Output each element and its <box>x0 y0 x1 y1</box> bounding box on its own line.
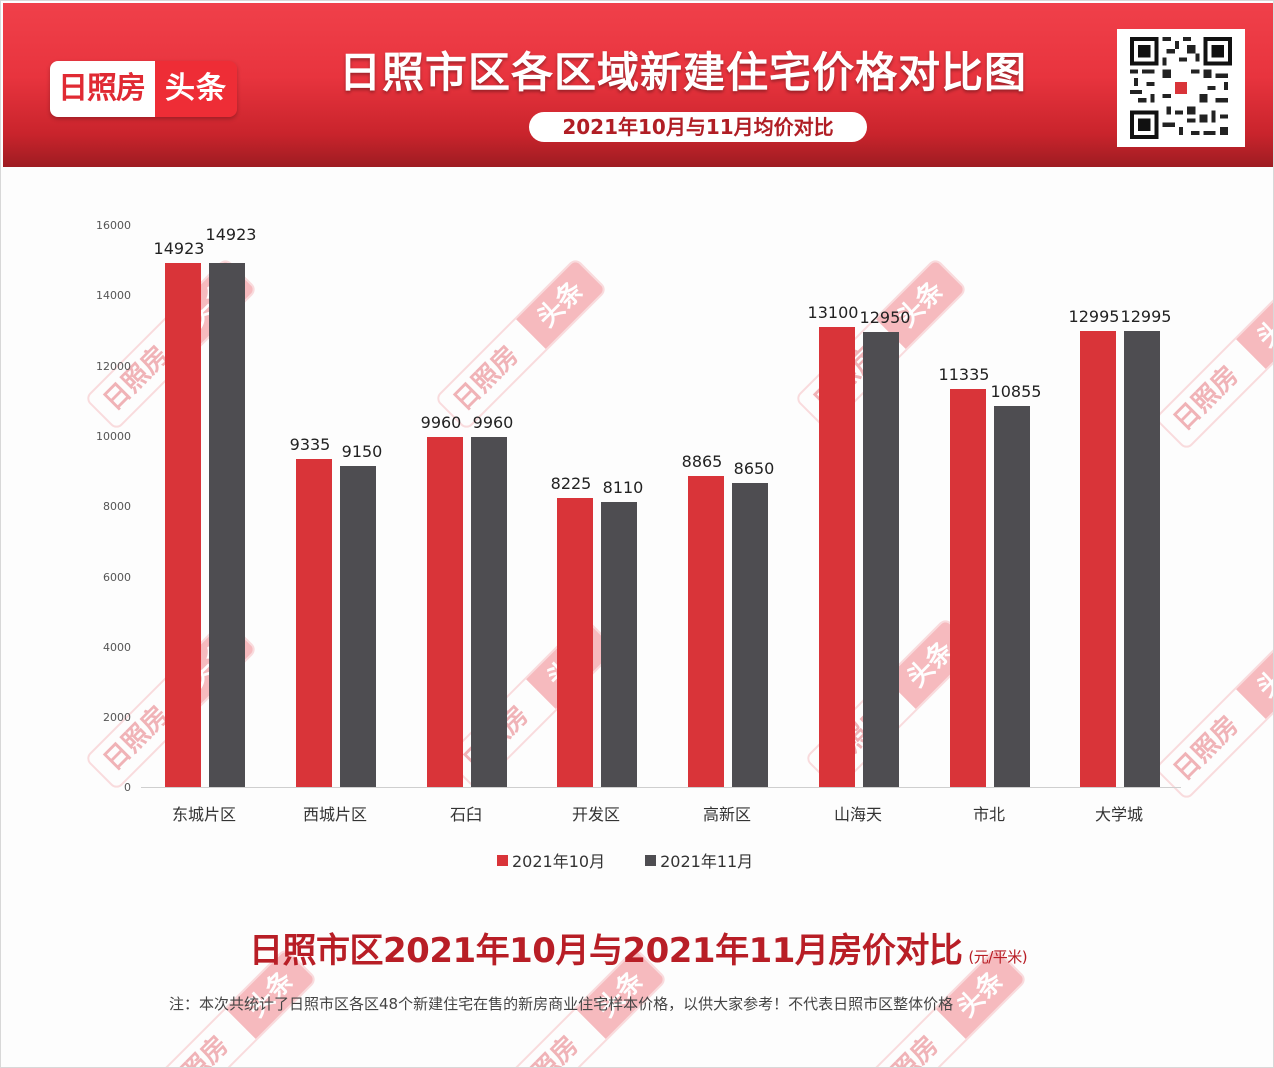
data-label: 10855 <box>990 381 1042 401</box>
watermark-text: 日照房 <box>857 1009 966 1067</box>
data-label: 12995 <box>1120 306 1172 326</box>
bar-nov <box>209 262 245 787</box>
y-tick: 0 <box>124 781 131 794</box>
y-tick: 12000 <box>96 360 131 373</box>
watermark-text: 日照房 <box>497 1009 606 1067</box>
y-tick: 10000 <box>96 430 131 443</box>
bar-oct <box>165 262 201 787</box>
y-tick: 8000 <box>103 500 131 513</box>
watermark-text: 日照房 <box>147 1009 256 1067</box>
bar-nov <box>732 483 768 787</box>
chart-legend: 2021年10月 2021年11月 <box>497 848 753 872</box>
x-category-label: 大学城 <box>1094 805 1143 824</box>
data-label: 9960 <box>420 413 462 433</box>
data-label: 9150 <box>341 441 383 461</box>
page-title: 日照市区各区域新建住宅价格对比图 <box>339 48 1028 97</box>
bar-oct <box>688 475 724 787</box>
bar-nov <box>863 332 899 787</box>
legend-swatch-gray <box>645 854 657 866</box>
x-category-label: 山海天 <box>833 805 882 824</box>
bar-nov <box>994 405 1030 787</box>
watermark-logo: 日照房头条 <box>1154 627 1273 801</box>
data-label: 13100 <box>807 302 859 322</box>
data-label: 9335 <box>289 435 331 455</box>
watermark-text: 日照房 <box>448 340 525 417</box>
watermark-text: 日照房 <box>1168 360 1245 437</box>
y-tick: 2000 <box>103 711 131 724</box>
bar-nov <box>601 502 637 787</box>
logo-right-text: 头条 <box>155 61 237 117</box>
watermark-text: 头条 <box>516 259 606 349</box>
bar-oct <box>819 326 855 787</box>
bar-oct <box>950 388 986 787</box>
logo-left-text: 日照房 <box>50 61 155 117</box>
data-label: 14923 <box>153 238 205 258</box>
legend-label: 2021年10月 <box>512 852 606 871</box>
period-pill: 2021年10月与11月均价对比 <box>529 112 867 142</box>
x-category-label: 开发区 <box>571 805 620 824</box>
y-tick: 4000 <box>103 641 131 654</box>
data-label: 12995 <box>1068 306 1120 326</box>
footnote: 注：本次共统计了日照市区各区48个新建住宅在售的新房商业住宅样本价格，以供大家参… <box>169 995 954 1013</box>
data-label: 8865 <box>681 451 723 471</box>
bar-oct <box>1080 330 1116 787</box>
watermark-logo: 日照房头条 <box>434 257 608 431</box>
x-category-label: 高新区 <box>702 805 751 824</box>
data-label: 14923 <box>205 224 257 244</box>
x-category-label: 西城片区 <box>302 805 367 824</box>
y-tick: 6000 <box>103 571 131 584</box>
bar-oct <box>427 437 463 787</box>
subtitle-text: 日照市区2021年10月与2021年11月房价对比 <box>249 931 963 971</box>
bar-nov <box>1124 330 1160 787</box>
bar-oct <box>557 498 593 787</box>
watermark-logo: 日照房头条 <box>1154 277 1273 451</box>
header-banner: 日照房 头条 日照市区各区域新建住宅价格对比图 2021年10月与11月均价对比 <box>3 3 1273 167</box>
data-label: 8225 <box>550 474 592 494</box>
x-category-label: 石臼 <box>449 805 482 824</box>
data-label: 8650 <box>733 459 775 479</box>
x-axis-line <box>141 787 1181 788</box>
data-label: 8110 <box>602 478 644 498</box>
bar-oct <box>296 459 332 787</box>
data-label: 11335 <box>938 364 990 384</box>
bar-nov <box>340 465 376 787</box>
data-label: 12950 <box>859 308 911 328</box>
qr-code-icon <box>1117 29 1245 147</box>
legend-item-nov: 2021年11月 <box>645 848 753 872</box>
watermark-text: 头条 <box>1236 279 1273 369</box>
x-category-label: 市北 <box>972 805 1005 824</box>
unit-label: (元/平米) <box>968 948 1028 966</box>
legend-swatch-red <box>497 854 508 866</box>
watermark-text: 头条 <box>1236 629 1273 719</box>
chart-subtitle: 日照市区2021年10月与2021年11月房价对比 (元/平米) <box>249 923 1028 972</box>
data-label: 9960 <box>472 413 514 433</box>
watermark-text: 日照房 <box>1168 710 1245 787</box>
legend-item-oct: 2021年10月 <box>497 848 605 872</box>
x-category-label: 东城片区 <box>171 805 236 824</box>
brand-logo: 日照房 头条 <box>50 61 237 117</box>
y-tick: 16000 <box>96 219 131 232</box>
bar-nov <box>471 437 507 787</box>
y-tick: 14000 <box>96 289 131 302</box>
legend-label: 2021年11月 <box>660 852 754 871</box>
